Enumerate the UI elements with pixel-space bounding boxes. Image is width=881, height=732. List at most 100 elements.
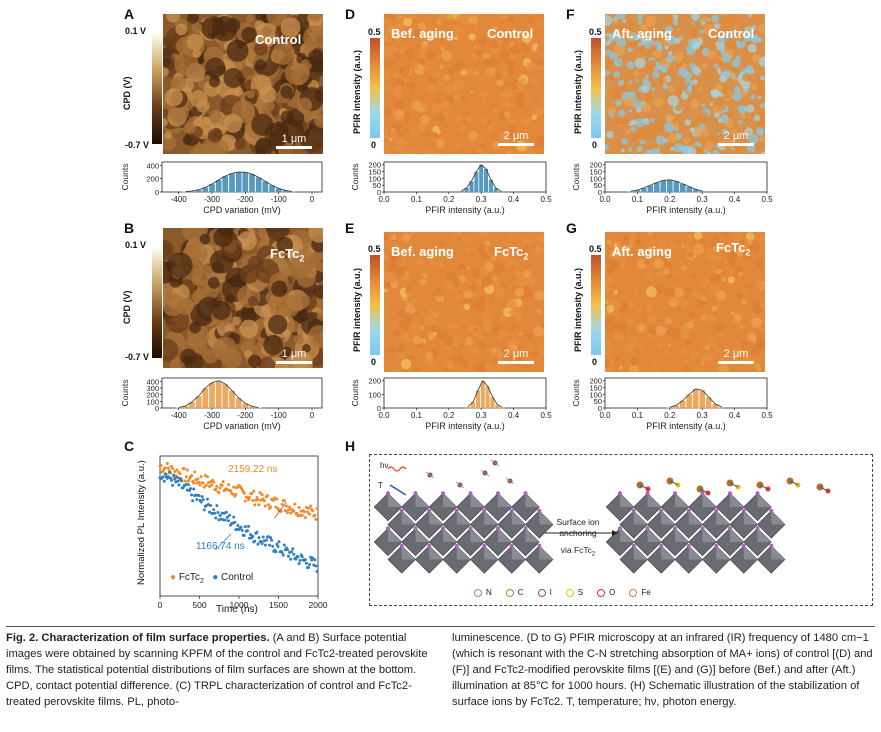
fctc-molecule-bond [759, 484, 769, 490]
map-grain [664, 349, 670, 356]
hist-xtick-label: 0.2 [443, 411, 455, 420]
trpl-point [260, 493, 264, 497]
map-grain [453, 26, 464, 37]
hist-frame [383, 161, 547, 193]
map-grain [208, 75, 221, 88]
trpl-point [215, 484, 219, 488]
map-grain [668, 133, 678, 143]
map-grain [445, 270, 456, 281]
map-grain [263, 335, 284, 356]
map-grain [390, 281, 399, 289]
map-grain [662, 77, 668, 83]
map-grain [496, 78, 505, 87]
map-grain [717, 70, 722, 75]
hist-ytick-label: 200 [146, 175, 159, 184]
map-grain [758, 56, 765, 68]
map-grain [163, 118, 168, 127]
trpl-point [214, 487, 218, 491]
map-grain [459, 263, 466, 270]
trpl-point [201, 498, 205, 502]
map-grain [207, 128, 223, 144]
hist-bar [248, 173, 256, 193]
hist-ylabel: Counts [120, 380, 130, 407]
map-grain [469, 284, 477, 292]
hist-xtick-label: 0.1 [411, 411, 423, 420]
map-grain [658, 344, 663, 349]
trpl-point [179, 479, 183, 483]
hist-ytick-label: 100 [589, 390, 602, 399]
schematic-box: hν T Surface ion anchoring via FcTc2 N C I… [369, 454, 873, 606]
map-grain [712, 150, 720, 154]
map-grain [478, 37, 487, 46]
panel-letter-h: H [345, 438, 356, 454]
hist-ytick-label: 200 [368, 377, 381, 386]
map-grain [657, 240, 668, 251]
hist-ytick-label: 400 [146, 377, 159, 386]
hist-frame [161, 377, 323, 409]
trpl-point [191, 499, 195, 503]
map-grain [192, 49, 202, 59]
map-label-right-e-sub: 2 [523, 251, 529, 262]
map-grain [508, 350, 514, 355]
map-grain [425, 351, 434, 360]
hist-xtick-label: 0 [310, 411, 315, 420]
map-grain [509, 42, 514, 47]
map-grain [518, 331, 523, 336]
scale-text-b: 1 μm [281, 348, 307, 360]
trpl-point [280, 502, 284, 506]
map-grain [394, 84, 403, 92]
hist-bar [215, 179, 222, 193]
map-grain [465, 248, 470, 253]
map-grain [239, 264, 259, 284]
map-grain [699, 278, 710, 288]
trpl-point [311, 509, 315, 513]
map-grain [397, 145, 403, 150]
map-grain [512, 242, 517, 246]
octahedron-face [771, 545, 785, 560]
trpl-point [287, 508, 291, 512]
map-grain [387, 361, 392, 365]
map-grain [509, 309, 515, 315]
map-grain [400, 148, 406, 154]
hist-ytick-label: 150 [368, 168, 381, 177]
scale-bar-f: 2 μm [714, 130, 758, 146]
map-grain [636, 146, 643, 153]
trpl-point [313, 513, 317, 517]
map-grain [384, 271, 394, 282]
map-grain [759, 234, 765, 241]
trpl-point [192, 481, 196, 485]
map-grain [537, 232, 544, 244]
map-grain [394, 52, 401, 58]
atom-legend-dot [474, 588, 482, 597]
map-grain [663, 267, 671, 276]
map-grain [498, 328, 507, 338]
reaction-arrowhead [612, 530, 618, 536]
octahedron-face [443, 493, 457, 507]
octahedron-face [620, 493, 634, 507]
map-grain [644, 260, 650, 265]
trpl-point [308, 563, 312, 567]
trpl-point [303, 516, 307, 520]
map-grain [667, 257, 672, 263]
map-grain [665, 113, 675, 123]
map-grain [393, 145, 400, 152]
map-grain [482, 70, 493, 80]
trpl-point [253, 503, 257, 507]
map-grain [541, 98, 544, 104]
iodide-atom [618, 491, 622, 496]
iodide-atom [769, 508, 774, 513]
map-grain [419, 58, 426, 65]
map-grain [711, 14, 720, 23]
hist-ytick-label: 0 [377, 404, 381, 413]
iodide-atom [427, 508, 432, 513]
octahedron-face [470, 528, 485, 542]
map-grain [692, 365, 702, 372]
surface-ion-bond [425, 471, 435, 479]
iodide-atom [496, 526, 500, 531]
map-grain [648, 325, 658, 335]
trpl-point [217, 491, 221, 495]
map-grain [492, 276, 498, 282]
map-grain [698, 86, 703, 91]
iodide-atom [523, 526, 528, 531]
panel-letter-c: C [124, 438, 135, 454]
